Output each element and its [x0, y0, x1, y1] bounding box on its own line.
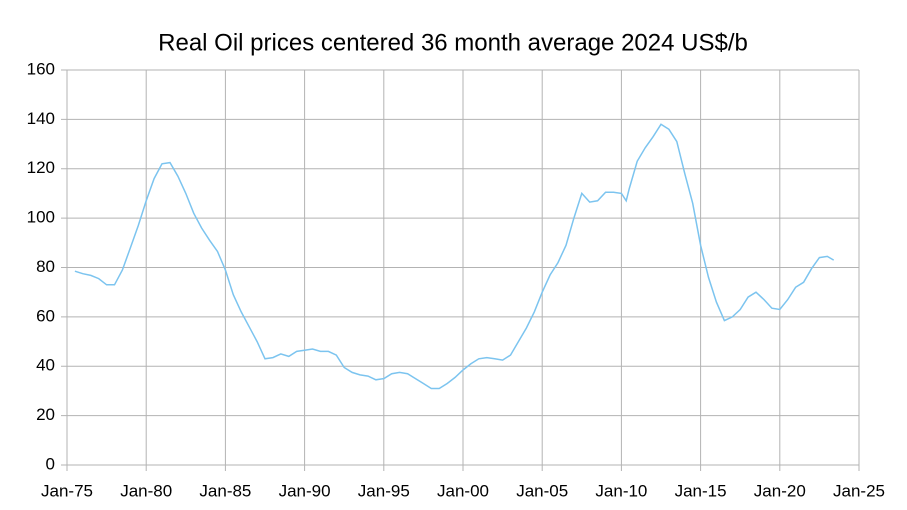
chart-title: Real Oil prices centered 36 month averag…: [158, 29, 748, 56]
y-tick-label: 100: [27, 208, 55, 227]
x-tick-label: Jan-90: [279, 481, 331, 500]
y-tick-label: 0: [46, 454, 55, 473]
x-tick-label: Jan-15: [675, 481, 727, 500]
y-tick-label: 140: [27, 109, 55, 128]
y-tick-label: 40: [36, 356, 55, 375]
x-tick-label: Jan-75: [41, 481, 93, 500]
x-tick-label: Jan-95: [358, 481, 410, 500]
x-tick-label: Jan-20: [754, 481, 806, 500]
x-tick-label: Jan-10: [595, 481, 647, 500]
y-tick-label: 80: [36, 257, 55, 276]
x-tick-label: Jan-25: [833, 481, 885, 500]
y-tick-label: 20: [36, 405, 55, 424]
y-tick-label: 60: [36, 306, 55, 325]
x-tick-label: Jan-05: [516, 481, 568, 500]
x-tick-label: Jan-85: [199, 481, 251, 500]
x-tick-label: Jan-00: [437, 481, 489, 500]
y-tick-label: 160: [27, 59, 55, 78]
x-tick-label: Jan-80: [120, 481, 172, 500]
y-tick-label: 120: [27, 158, 55, 177]
line: [74, 123, 835, 390]
